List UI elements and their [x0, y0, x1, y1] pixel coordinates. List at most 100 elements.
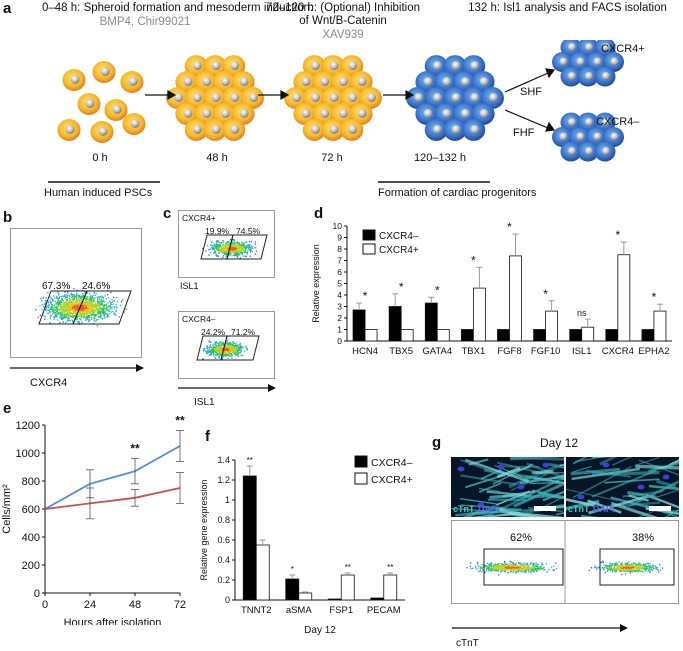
y-tick-label: 10: [333, 221, 343, 231]
flow-dot: [242, 247, 244, 250]
bar-CXCR4+: [545, 310, 559, 342]
nucleus: [470, 93, 480, 102]
flow-dot: [248, 248, 250, 250]
flow-dot: [494, 567, 496, 569]
flow-dot: [516, 566, 519, 568]
flow-dot: [58, 293, 60, 295]
flow-dot: [77, 310, 79, 312]
flow-dot: [635, 570, 637, 572]
flow-dot: [597, 566, 599, 569]
flow-dot: [225, 242, 228, 244]
flow-dot: [62, 302, 64, 304]
muscle-fiber: [510, 457, 564, 461]
flow-dot: [75, 312, 77, 314]
flow-dot: [93, 314, 95, 316]
muscle-fiber: [570, 467, 621, 476]
flow-dot: [237, 252, 239, 254]
flow-dot: [58, 309, 60, 311]
flow-dot: [630, 570, 633, 572]
flow-dot: [75, 306, 77, 308]
flow-dot: [226, 249, 228, 251]
flow-dot: [215, 255, 218, 257]
flow-dot: [532, 569, 534, 571]
flow-dot: [98, 296, 100, 298]
flow-dot: [68, 317, 70, 319]
flow-dot: [203, 348, 205, 350]
flow-dot: [80, 322, 83, 324]
flow-dot: [57, 298, 60, 300]
flow-dot: [70, 306, 72, 308]
flow-scatter-b: [35, 288, 132, 327]
flow-dot: [536, 568, 538, 570]
flow-dot: [71, 298, 74, 300]
flow-dot: [216, 248, 218, 251]
flow-dot: [490, 566, 493, 569]
panel-g-letter: g: [432, 434, 442, 451]
flow-dot: [220, 353, 222, 355]
flow-dot: [539, 567, 541, 569]
flow-dot: [517, 571, 519, 573]
nucleus: [339, 77, 348, 86]
flow-dot: [224, 351, 227, 353]
flow-dot: [94, 318, 96, 320]
flow-dot: [82, 309, 84, 311]
panel-d-letter: d: [314, 205, 324, 222]
flow-dot: [487, 568, 489, 570]
flow-dot: [243, 248, 245, 250]
flow-dot: [534, 567, 536, 569]
bar-CXCR4+: [472, 287, 486, 342]
flow-dot: [531, 570, 533, 572]
flow-dot: [242, 249, 244, 252]
legend-label: CXCR4–: [371, 457, 413, 469]
flow-dot: [107, 314, 109, 316]
flow-dot: [553, 569, 556, 571]
flow-dot: [70, 316, 72, 318]
muscle-fiber: [478, 487, 501, 493]
flow-dot: [55, 306, 57, 308]
flow-dot: [103, 307, 106, 309]
flow-dot: [495, 565, 498, 567]
flow-dot: [99, 302, 101, 305]
nucleus: [568, 72, 576, 80]
flow-dot: [45, 297, 47, 299]
flow-dot: [246, 349, 248, 351]
flow-dot: [493, 566, 495, 568]
flow-dot: [80, 296, 82, 298]
nucleus: [211, 93, 221, 102]
flow-dot: [108, 300, 111, 302]
flow-dot: [498, 569, 500, 571]
flow-dot: [90, 312, 92, 315]
flow-dot: [57, 305, 59, 307]
flow-dot: [495, 566, 498, 569]
flow-dot: [80, 304, 83, 307]
flow-dot: [43, 303, 45, 305]
flow-dot: [86, 316, 88, 319]
flow-dot: [494, 567, 496, 570]
flow-dot: [62, 308, 65, 310]
flow-dot: [634, 569, 636, 571]
flow-dot: [216, 244, 218, 246]
flow-dot: [522, 568, 524, 570]
bar-CXCR4–: [388, 306, 402, 342]
nucleus: [239, 77, 249, 86]
flow-dot: [89, 300, 91, 302]
flow-dot: [245, 346, 247, 349]
flow-dot: [63, 314, 65, 317]
nucleus: [479, 109, 489, 118]
flow-dot: [98, 306, 100, 308]
flow-dot: [627, 568, 630, 570]
flow-dot: [102, 309, 105, 311]
flow-dot: [519, 564, 521, 566]
flow-dot: [522, 563, 524, 565]
flow-dot: [60, 311, 63, 313]
flow-dot: [659, 569, 662, 571]
flow-dot: [69, 297, 71, 300]
flow-dot: [237, 244, 239, 246]
muscle-fiber: [566, 498, 595, 507]
flow-dot: [106, 306, 108, 308]
muscle-fiber: [566, 488, 618, 502]
muscle-fiber: [537, 490, 564, 500]
flow-dot: [507, 564, 509, 567]
flow-dot: [629, 567, 631, 569]
flow-dot: [45, 299, 47, 302]
